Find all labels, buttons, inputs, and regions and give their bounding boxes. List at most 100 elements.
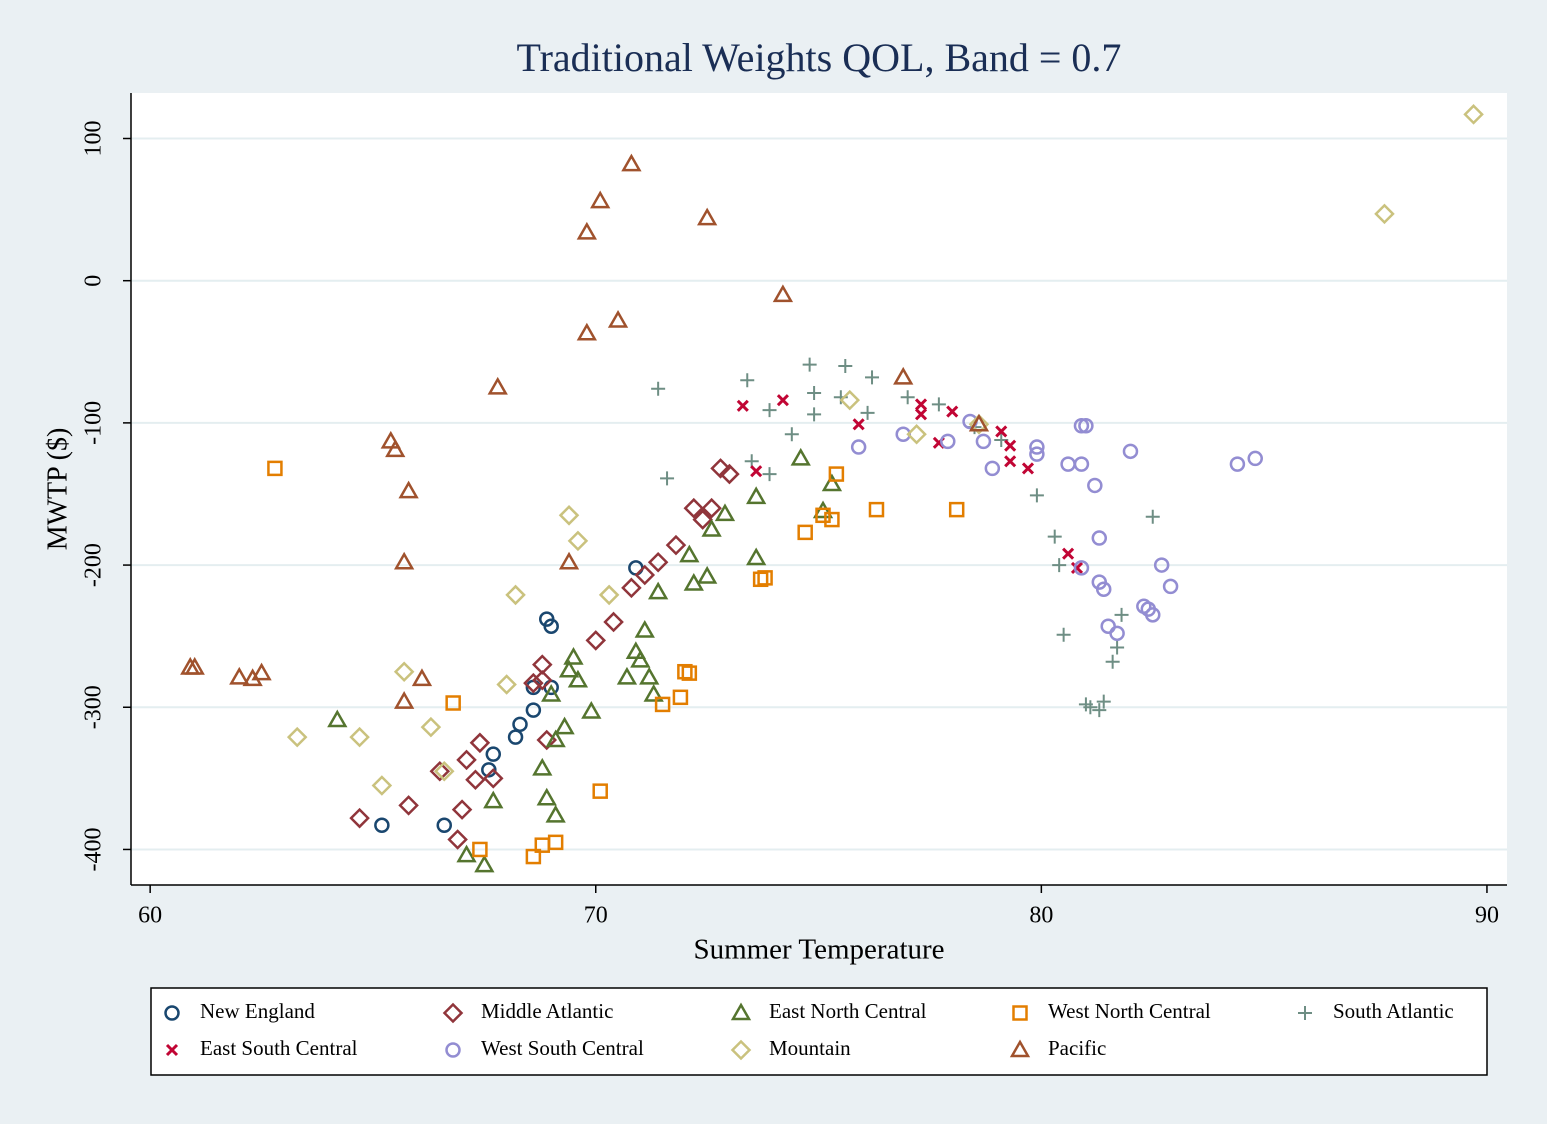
data-point [621, 153, 642, 172]
data-point [1145, 509, 1160, 524]
y-axis-label: MWTP ($) [42, 428, 73, 551]
data-point [746, 486, 767, 505]
x-axis-label: Summer Temperature [693, 934, 944, 966]
data-point [456, 749, 477, 771]
data-point [639, 666, 660, 685]
y-tick-label: -200 [81, 543, 107, 587]
data-point [251, 662, 272, 681]
data-point [411, 668, 433, 687]
data-point [651, 381, 666, 396]
data-point [1153, 557, 1170, 573]
data-point [229, 666, 250, 685]
data-point [772, 284, 794, 303]
data-point [327, 709, 348, 728]
legend-marker [1298, 1006, 1312, 1020]
data-point [672, 689, 689, 706]
data-point [634, 564, 656, 586]
data-point [433, 760, 455, 782]
data-point [807, 386, 822, 401]
data-point [736, 399, 749, 412]
data-point [590, 190, 611, 209]
data-point [429, 760, 451, 782]
data-point [1145, 607, 1161, 623]
data-point [420, 716, 442, 738]
data-point [563, 646, 584, 665]
data-point [374, 817, 390, 834]
data-point [1087, 477, 1103, 494]
data-point [545, 804, 566, 823]
data-point [750, 465, 763, 478]
data-point [267, 460, 283, 477]
data-point [828, 466, 845, 482]
data-point [762, 403, 777, 418]
data-point [487, 376, 508, 395]
data-point [681, 665, 698, 681]
data-point [906, 423, 927, 445]
data-point [1029, 488, 1044, 503]
data-point [762, 467, 777, 482]
data-point [975, 433, 992, 450]
legend-label: Pacific [1048, 1036, 1106, 1060]
data-point [968, 414, 990, 435]
data-point [592, 783, 608, 799]
data-point [1463, 104, 1484, 125]
data-point [860, 405, 875, 420]
data-point [607, 309, 629, 328]
data-point [838, 359, 853, 374]
data-point [576, 322, 597, 341]
data-point [567, 669, 589, 688]
data-point [815, 507, 831, 524]
data-point [445, 695, 461, 711]
data-point [740, 373, 755, 388]
data-point [984, 460, 1001, 477]
data-point [1070, 561, 1084, 574]
data-point [634, 619, 655, 638]
data-point [701, 519, 722, 537]
data-point [483, 790, 504, 809]
data-point [1004, 455, 1017, 468]
data-point [598, 584, 620, 606]
legend-label: West South Central [481, 1036, 644, 1060]
y-tick-label: 0 [81, 275, 107, 287]
data-point [679, 544, 700, 563]
data-point [784, 427, 799, 442]
data-point [1122, 443, 1139, 460]
data-point [541, 683, 562, 702]
data-point [349, 726, 370, 748]
data-point [940, 433, 956, 450]
data-point [398, 480, 419, 499]
legend-marker [1009, 1039, 1031, 1058]
data-point [532, 757, 553, 776]
data-point [483, 768, 504, 789]
data-point [1062, 547, 1075, 560]
data-point [914, 408, 928, 421]
data-point [616, 666, 638, 685]
data-point [558, 659, 580, 678]
legend-label: Middle Atlantic [481, 999, 613, 1023]
data-point [523, 672, 544, 694]
data-point [456, 844, 477, 863]
data-point [1247, 450, 1263, 467]
data-point [1047, 529, 1062, 544]
data-point [398, 795, 419, 816]
data-point [643, 683, 664, 702]
data-point [1029, 439, 1045, 455]
data-point [946, 405, 959, 418]
data-point [1073, 417, 1090, 434]
legend-label: West North Central [1048, 999, 1211, 1023]
data-point [893, 366, 914, 385]
data-point [481, 762, 497, 778]
data-point [719, 463, 740, 485]
data-point [1091, 530, 1108, 546]
data-point [821, 473, 843, 492]
data-point [630, 649, 651, 668]
legend-label: East South Central [200, 1036, 358, 1060]
data-point [697, 207, 718, 226]
data-point [581, 701, 602, 719]
y-tick-label: 100 [81, 121, 107, 157]
data-point [1109, 625, 1125, 642]
data-point [1052, 558, 1067, 573]
data-point [543, 618, 559, 634]
